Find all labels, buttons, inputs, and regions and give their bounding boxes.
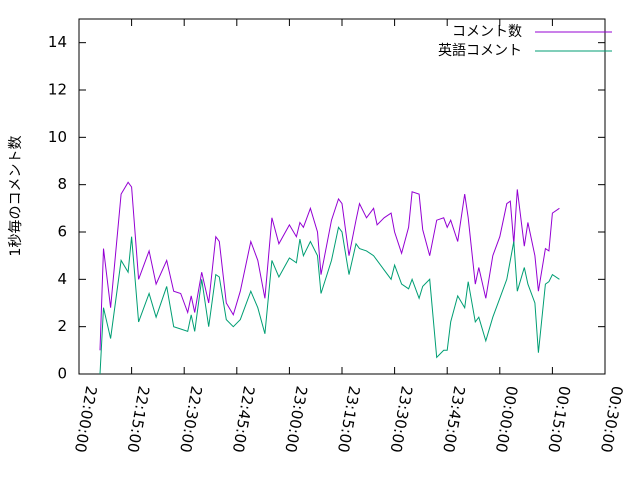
x-tick-label: 22:30:00 xyxy=(176,385,205,454)
y-tick-label: 6 xyxy=(57,223,67,241)
legend-label: コメント数 xyxy=(452,24,522,40)
series-line xyxy=(99,181,560,351)
x-tick-label: 00:00:00 xyxy=(492,385,521,454)
x-tick-label: 23:15:00 xyxy=(334,385,363,454)
x-tick-label: 00:30:00 xyxy=(597,385,626,454)
y-tick-label: 14 xyxy=(48,33,67,51)
y-tick-label: 12 xyxy=(48,81,67,99)
legend-label: 英語コメント xyxy=(438,42,522,59)
x-tick-label: 23:30:00 xyxy=(387,385,416,454)
x-tick-label: 22:00:00 xyxy=(71,385,100,454)
x-tick-label: 22:15:00 xyxy=(124,385,153,454)
x-tick-label: 22:45:00 xyxy=(229,385,258,454)
x-tick-label: 00:15:00 xyxy=(544,385,573,454)
series-line xyxy=(99,226,560,375)
y-tick-label: 8 xyxy=(57,175,67,193)
x-tick-label: 23:00:00 xyxy=(281,385,310,454)
y-tick-label: 0 xyxy=(57,365,67,383)
y-tick-label: 10 xyxy=(48,128,67,146)
plot-frame xyxy=(78,18,606,375)
x-tick-label: 23:45:00 xyxy=(439,385,468,454)
y-tick-label: 2 xyxy=(57,317,67,335)
y-axis-label: 1秒毎のコメント数 xyxy=(8,136,24,257)
y-tick-label: 4 xyxy=(57,270,67,288)
